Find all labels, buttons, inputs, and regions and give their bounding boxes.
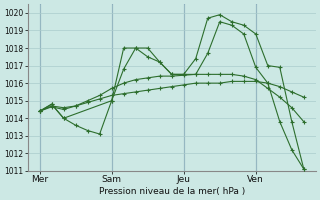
X-axis label: Pression niveau de la mer( hPa ): Pression niveau de la mer( hPa ) [99, 187, 245, 196]
